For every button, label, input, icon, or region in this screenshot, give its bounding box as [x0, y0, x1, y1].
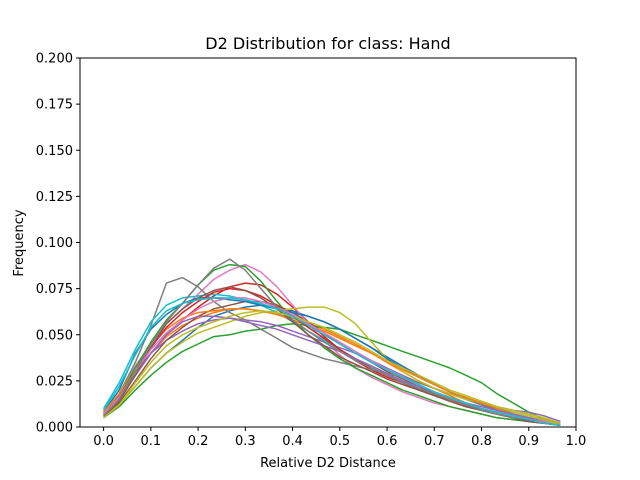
y-tick-label: 0.150: [36, 144, 73, 159]
y-tick-label: 0.175: [36, 98, 73, 113]
x-tick-label: 0.5: [329, 434, 350, 449]
x-tick-label: 0.0: [93, 434, 114, 449]
y-axis-label: Frequency: [12, 209, 27, 276]
y-tick-label: 0.000: [36, 421, 73, 436]
x-tick-label: 0.7: [424, 434, 445, 449]
y-tick-label: 0.050: [36, 328, 73, 343]
x-tick-label: 0.3: [235, 434, 256, 449]
series-line-19: [103, 310, 561, 426]
x-tick-label: 1.0: [566, 434, 587, 449]
x-axis-label: Relative D2 Distance: [260, 456, 396, 471]
x-tick-label: 0.8: [471, 434, 492, 449]
y-tick-label: 0.200: [36, 52, 73, 67]
series-line-18: [103, 258, 561, 426]
series-line-15: [103, 315, 561, 426]
y-axis: 0.000 0.025 0.050 0.075 0.100 0.125 0.150 0.175…: [36, 52, 80, 436]
x-axis: 0.0 0.1 0.2 0.3 0.4 0.5 0.6 0.7 0.8 0.9 1.0: [93, 427, 586, 449]
x-tick-label: 0.2: [188, 434, 209, 449]
series-layer: [102, 258, 561, 426]
y-tick-label: 0.100: [36, 236, 73, 251]
y-tick-label: 0.125: [36, 190, 73, 205]
x-tick-label: 0.9: [518, 434, 539, 449]
y-tick-label: 0.075: [36, 282, 73, 297]
x-tick-label: 0.1: [141, 434, 162, 449]
chart-title: D2 Distribution for class: Hand: [205, 34, 450, 53]
series-line-20: [102, 297, 561, 426]
series-line-12: [103, 308, 561, 426]
x-tick-label: 0.6: [377, 434, 398, 449]
series-line-3: [103, 322, 561, 425]
series-line-8: [102, 276, 561, 425]
x-tick-label: 0.4: [282, 434, 303, 449]
y-tick-label: 0.025: [36, 374, 73, 389]
